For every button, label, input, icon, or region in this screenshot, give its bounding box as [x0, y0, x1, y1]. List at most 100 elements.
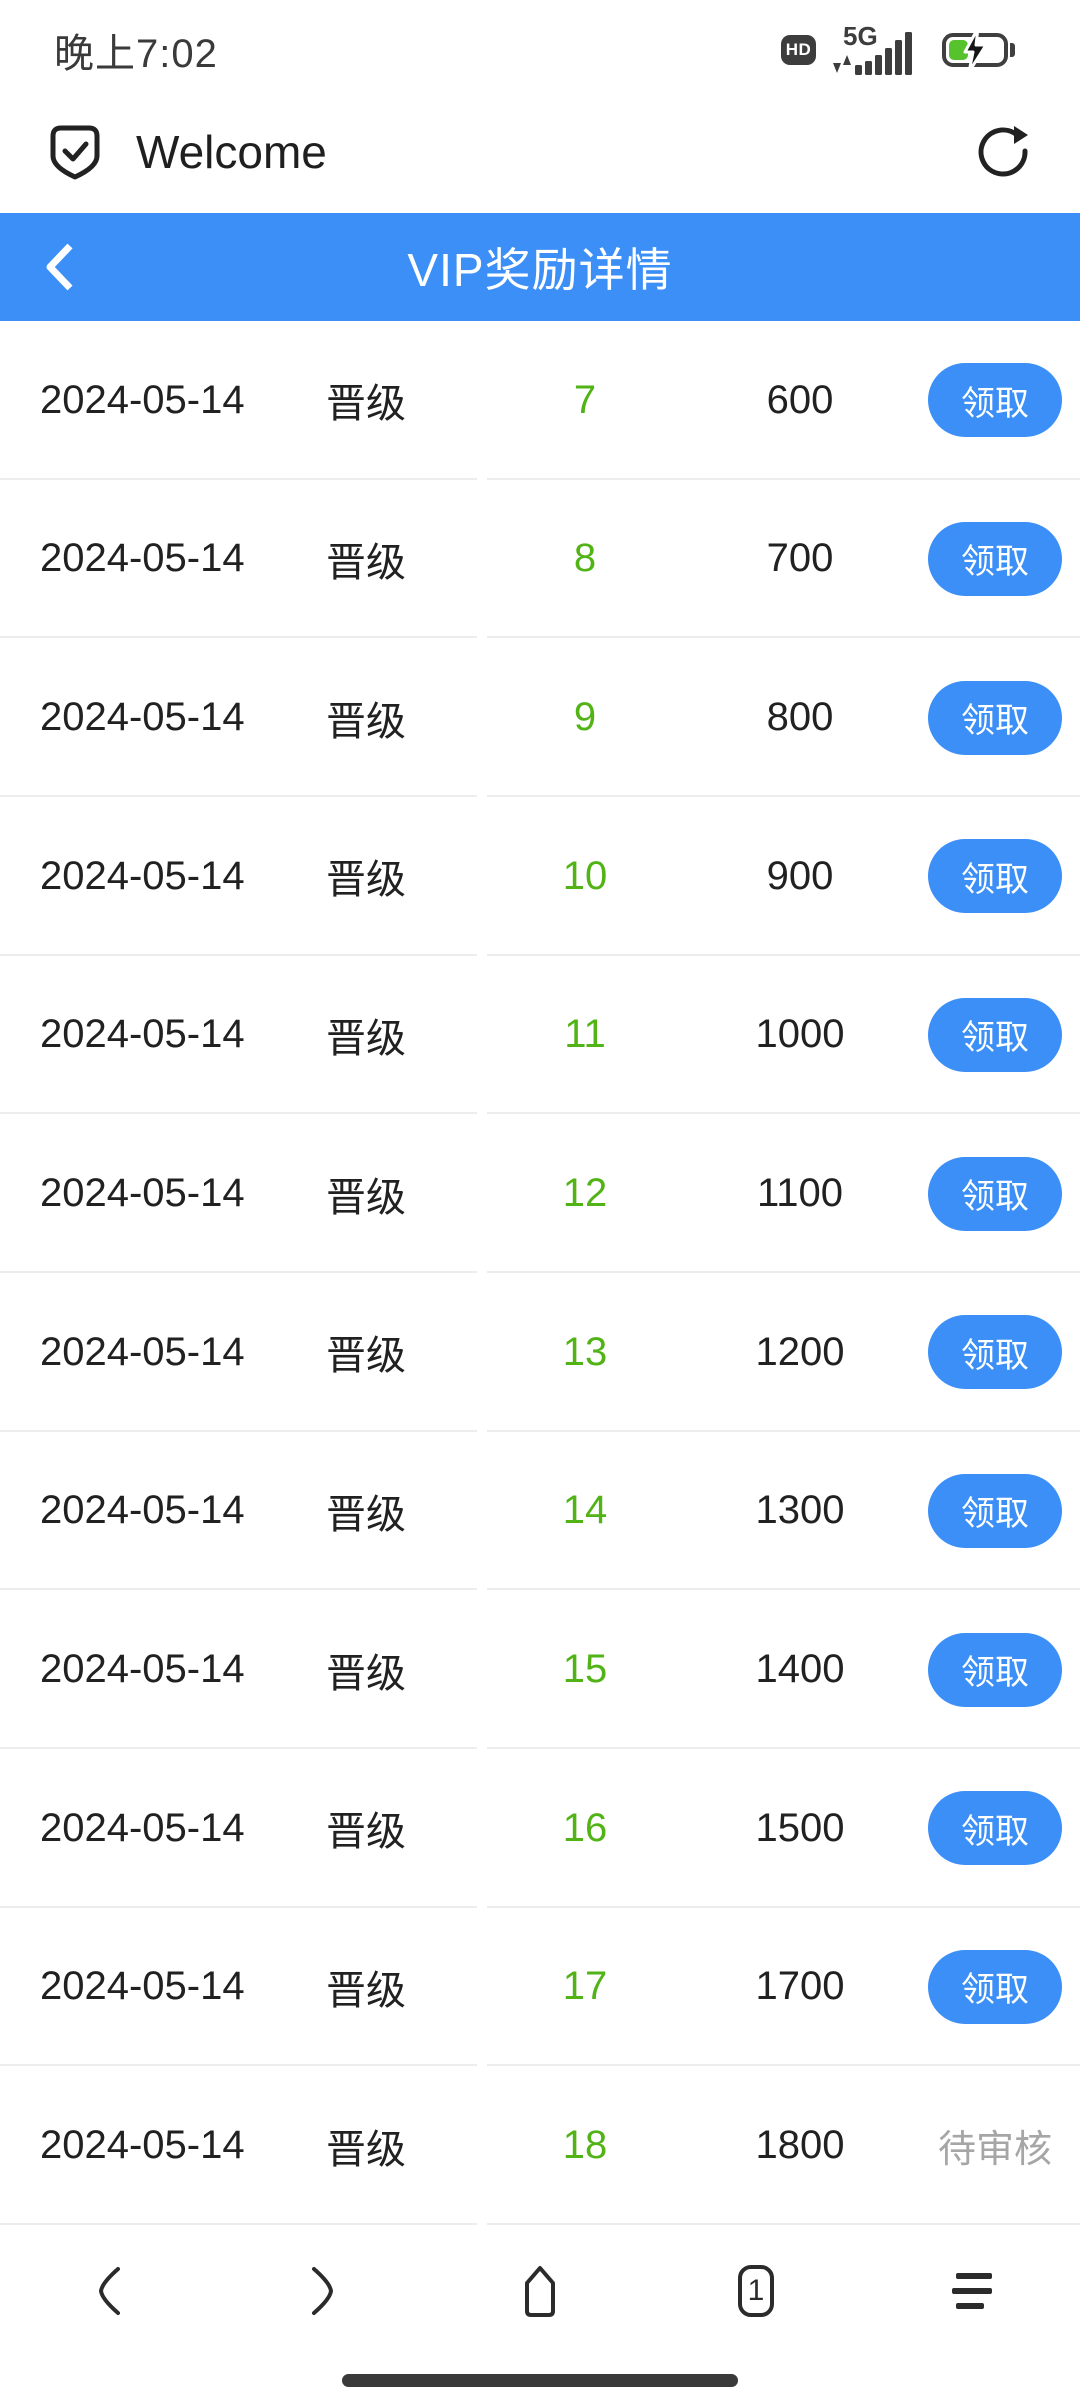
row-date: 2024-05-14: [40, 1012, 245, 1057]
row-amount: 1700: [755, 1964, 845, 2009]
reward-list: 2024-05-14 晋级 7 600 领取 2024-05-14 晋级 8 7…: [0, 321, 1080, 2225]
clock: 晚上7:02: [54, 32, 218, 76]
row-date: 2024-05-14: [40, 853, 245, 898]
row-action-cell: 领取: [910, 1156, 1080, 1231]
table-row: 2024-05-14 晋级 9 800 领取: [0, 638, 1080, 797]
row-action-cell: 待审核: [910, 2118, 1080, 2173]
row-amount: 900: [766, 853, 834, 898]
table-row: 2024-05-14 晋级 10 900 领取: [0, 797, 1080, 956]
claim-button[interactable]: 领取: [928, 1156, 1062, 1231]
table-row: 2024-05-14 晋级 15 1400 领取: [0, 1590, 1080, 1749]
hd-icon: HD: [781, 35, 816, 65]
app-header: VIP奖励详情: [0, 213, 1080, 321]
row-level: 12: [562, 1171, 608, 1216]
row-action-cell: 领取: [910, 997, 1080, 1072]
page-title: VIP奖励详情: [407, 244, 673, 296]
row-level: 14: [562, 1488, 608, 1533]
row-type: 晋级: [326, 1175, 406, 1220]
row-action-cell: 领取: [910, 1315, 1080, 1390]
row-level: 17: [562, 1964, 608, 2009]
claim-button[interactable]: 领取: [928, 1949, 1062, 2024]
row-date: 2024-05-14: [40, 536, 245, 581]
table-row: 2024-05-14 晋级 11 1000 领取: [0, 956, 1080, 1115]
row-level: 13: [562, 1329, 608, 1374]
claim-button[interactable]: 领取: [928, 680, 1062, 755]
claim-button[interactable]: 领取: [928, 1632, 1062, 1707]
home-icon[interactable]: [512, 2261, 568, 2321]
status-icons: HD 5G: [781, 21, 1018, 77]
row-level: 15: [562, 1647, 608, 1692]
claim-button[interactable]: 领取: [928, 1473, 1062, 1548]
row-amount: 600: [766, 377, 834, 422]
row-type: 晋级: [326, 858, 406, 903]
claim-button[interactable]: 领取: [928, 363, 1062, 438]
row-type: 晋级: [326, 540, 406, 585]
row-type: 晋级: [326, 1016, 406, 1061]
claim-button[interactable]: 领取: [928, 997, 1062, 1072]
row-type: 晋级: [326, 382, 406, 427]
browser-toolbar: Welcome: [0, 90, 1080, 213]
row-date: 2024-05-14: [40, 1171, 245, 1216]
pending-status: 待审核: [937, 2129, 1052, 2172]
nav-back-icon[interactable]: [80, 2261, 136, 2321]
row-date: 2024-05-14: [40, 1647, 245, 1692]
table-row: 2024-05-14 晋级 18 1800 待审核: [0, 2066, 1080, 2225]
row-amount: 700: [766, 536, 834, 581]
row-type: 晋级: [326, 2127, 406, 2172]
row-date: 2024-05-14: [40, 1805, 245, 1850]
refresh-icon[interactable]: [976, 124, 1032, 180]
row-level: 18: [562, 2123, 608, 2168]
nav-forward-icon[interactable]: [296, 2261, 352, 2321]
row-date: 2024-05-14: [40, 1964, 245, 2009]
row-action-cell: 领取: [910, 1632, 1080, 1707]
row-level: 9: [573, 695, 597, 740]
table-row: 2024-05-14 晋级 13 1200 领取: [0, 1273, 1080, 1432]
table-row: 2024-05-14 晋级 8 700 领取: [0, 480, 1080, 639]
row-action-cell: 领取: [910, 1949, 1080, 2024]
table-row: 2024-05-14 晋级 17 1700 领取: [0, 1908, 1080, 2067]
row-amount: 1000: [755, 1012, 845, 1057]
claim-button[interactable]: 领取: [928, 839, 1062, 914]
row-amount: 1500: [755, 1805, 845, 1850]
row-type: 晋级: [326, 1334, 406, 1379]
menu-icon[interactable]: [944, 2261, 1000, 2321]
shield-check-icon[interactable]: [48, 122, 102, 182]
row-action-cell: 领取: [910, 1791, 1080, 1866]
battery-nub: [1010, 43, 1015, 57]
browser-bottom-nav: 1: [0, 2225, 1080, 2400]
row-level: 7: [573, 377, 597, 422]
battery-charging-icon: [942, 26, 1015, 74]
row-action-cell: 领取: [910, 1473, 1080, 1548]
row-date: 2024-05-14: [40, 2123, 245, 2168]
back-icon[interactable]: [42, 241, 76, 293]
tabs-icon[interactable]: 1: [728, 2261, 784, 2321]
row-amount: 1200: [755, 1329, 845, 1374]
row-amount: 1400: [755, 1647, 845, 1692]
gesture-bar[interactable]: [342, 2374, 738, 2387]
row-action-cell: 领取: [910, 839, 1080, 914]
row-amount: 1800: [755, 2123, 845, 2168]
url-bar-title[interactable]: Welcome: [136, 125, 327, 178]
row-level: 8: [573, 536, 597, 581]
status-bar: 晚上7:02 HD 5G: [0, 0, 1080, 90]
claim-button[interactable]: 领取: [928, 1315, 1062, 1390]
battery-level: [949, 40, 968, 60]
row-amount: 800: [766, 695, 834, 740]
row-action-cell: 领取: [910, 363, 1080, 438]
claim-button[interactable]: 领取: [928, 1791, 1062, 1866]
row-date: 2024-05-14: [40, 695, 245, 740]
row-level: 16: [562, 1805, 608, 1850]
tab-count: 1: [747, 2274, 765, 2307]
table-row: 2024-05-14 晋级 12 1100 领取: [0, 1114, 1080, 1273]
row-date: 2024-05-14: [40, 377, 245, 422]
row-date: 2024-05-14: [40, 1329, 245, 1374]
table-row: 2024-05-14 晋级 16 1500 领取: [0, 1749, 1080, 1908]
row-level: 10: [562, 853, 608, 898]
row-action-cell: 领取: [910, 521, 1080, 596]
row-type: 晋级: [326, 699, 406, 744]
row-amount: 1100: [756, 1171, 843, 1216]
table-row: 2024-05-14 晋级 14 1300 领取: [0, 1432, 1080, 1591]
claim-button[interactable]: 领取: [928, 521, 1062, 596]
row-action-cell: 领取: [910, 680, 1080, 755]
row-type: 晋级: [326, 1968, 406, 2013]
